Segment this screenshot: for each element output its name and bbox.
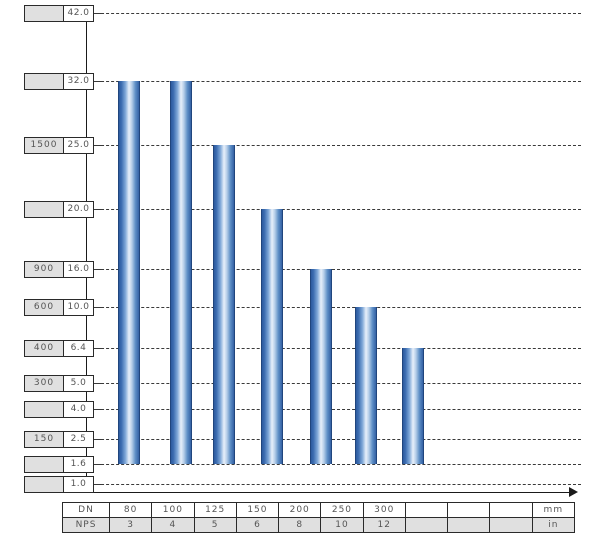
- y-tick-mark: [94, 81, 104, 82]
- y-tick-mark: [94, 307, 104, 308]
- table-cell: 300: [362, 502, 406, 518]
- y-tick-label: 600 10.0: [24, 299, 104, 316]
- y-tick-dn-value: [25, 477, 63, 492]
- y-tick-dn-value: 1500: [25, 138, 63, 153]
- y-tick-label: 20.0: [24, 201, 104, 218]
- table-cell: 4: [151, 517, 195, 533]
- y-tick-mark: [94, 409, 104, 410]
- y-tick-nps-value: 5.0: [63, 376, 93, 391]
- y-tick-mark: [94, 13, 104, 14]
- y-tick-mark: [94, 145, 104, 146]
- y-tick-nps-value: 25.0: [63, 138, 93, 153]
- bar: [402, 348, 424, 464]
- table-unit-cell: mm: [531, 502, 576, 518]
- table-cell: [404, 502, 449, 518]
- table-cell: [489, 502, 533, 518]
- y-tick-label: 1.6: [24, 456, 104, 473]
- gridline: [86, 307, 581, 308]
- y-tick-nps-value: 2.5: [63, 432, 93, 447]
- table-cell: 6: [235, 517, 280, 533]
- gridline: [86, 348, 581, 349]
- gridline: [86, 409, 581, 410]
- y-tick-dn-value: [25, 6, 63, 21]
- x-axis-arrow-icon: [569, 487, 578, 497]
- y-tick-dn-value: 300: [25, 376, 63, 391]
- y-tick-dn-value: 150: [25, 432, 63, 447]
- y-tick-mark: [94, 464, 104, 465]
- y-tick-dn-value: [25, 402, 63, 417]
- table-cell: 8: [278, 517, 322, 533]
- table-cell: 250: [320, 502, 364, 518]
- y-tick-label: 32.0: [24, 73, 104, 90]
- bar: [310, 269, 332, 464]
- table-cell: 100: [151, 502, 195, 518]
- gridline: [86, 145, 581, 146]
- y-tick-label: 1500 25.0: [24, 137, 104, 154]
- table-row: NPS 3 4 5 6 8 10 12 in: [62, 517, 576, 533]
- y-tick-label: 1.0: [24, 476, 104, 493]
- table-cell: 150: [235, 502, 280, 518]
- bar: [261, 209, 283, 464]
- y-tick-mark: [94, 269, 104, 270]
- x-axis-data-table: DN 80 100 125 150 200 250 300 mm NPS 3 4 5 6 8 10 12 in: [62, 502, 576, 533]
- y-tick-mark: [94, 383, 104, 384]
- table-cell: 5: [193, 517, 237, 533]
- y-tick-dn-value: 600: [25, 300, 63, 315]
- y-tick-label: 4.0: [24, 401, 104, 418]
- bar: [170, 81, 192, 464]
- table-cell: [447, 502, 491, 518]
- y-tick-dn-value: [25, 74, 63, 89]
- y-tick-mark: [94, 484, 104, 485]
- gridline: [86, 439, 581, 440]
- table-cell: 80: [108, 502, 153, 518]
- y-tick-nps-value: 42.0: [63, 6, 93, 21]
- y-tick-label: 300 5.0: [24, 375, 104, 392]
- table-unit-cell: in: [531, 517, 576, 533]
- y-tick-dn-value: [25, 457, 63, 472]
- y-tick-nps-value: 1.0: [63, 477, 93, 492]
- table-row-header: NPS: [62, 517, 110, 533]
- y-tick-label: 150 2.5: [24, 431, 104, 448]
- bar: [213, 145, 235, 464]
- table-cell: 125: [193, 502, 237, 518]
- gridline: [86, 484, 581, 485]
- gridline: [86, 464, 581, 465]
- y-tick-nps-value: 20.0: [63, 202, 93, 217]
- y-tick-nps-value: 4.0: [63, 402, 93, 417]
- gridline: [86, 81, 581, 82]
- table-row-header: DN: [62, 502, 110, 518]
- y-tick-nps-value: 32.0: [63, 74, 93, 89]
- y-tick-label: 42.0: [24, 5, 104, 22]
- y-tick-mark: [94, 348, 104, 349]
- x-axis-line: [78, 492, 573, 493]
- y-tick-label: 900 16.0: [24, 261, 104, 278]
- y-tick-dn-value: 400: [25, 341, 63, 356]
- bar: [355, 307, 377, 464]
- gridline: [86, 383, 581, 384]
- bar: [118, 81, 140, 464]
- gridline: [86, 209, 581, 210]
- y-tick-nps-value: 1.6: [63, 457, 93, 472]
- gridline: [86, 13, 581, 14]
- table-cell: 200: [278, 502, 322, 518]
- gridline: [86, 269, 581, 270]
- y-tick-nps-value: 10.0: [63, 300, 93, 315]
- y-tick-mark: [94, 439, 104, 440]
- y-tick-mark: [94, 209, 104, 210]
- table-cell: [447, 517, 491, 533]
- table-row: DN 80 100 125 150 200 250 300 mm: [62, 502, 576, 518]
- y-axis-line: [86, 8, 87, 493]
- table-cell: [404, 517, 449, 533]
- y-tick-dn-value: [25, 202, 63, 217]
- y-tick-label: 400 6.4: [24, 340, 104, 357]
- table-cell: 12: [362, 517, 406, 533]
- y-tick-nps-value: 6.4: [63, 341, 93, 356]
- table-cell: [489, 517, 533, 533]
- table-cell: 3: [108, 517, 153, 533]
- y-tick-dn-value: 900: [25, 262, 63, 277]
- table-cell: 10: [320, 517, 364, 533]
- y-tick-nps-value: 16.0: [63, 262, 93, 277]
